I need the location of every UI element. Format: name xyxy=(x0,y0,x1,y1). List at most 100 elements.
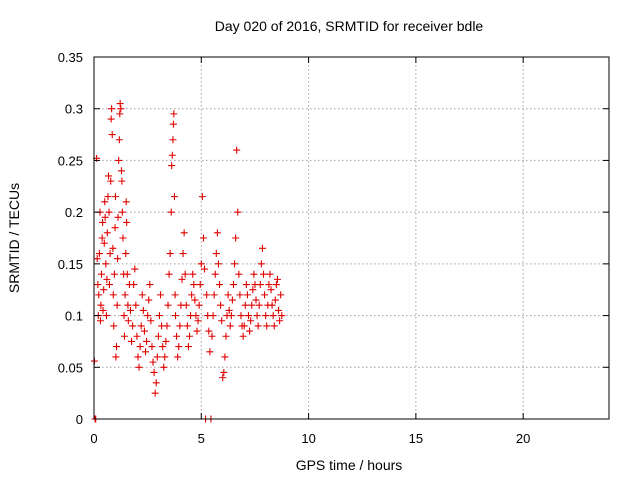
data-point xyxy=(243,291,251,299)
data-point xyxy=(117,105,125,113)
data-point xyxy=(110,322,118,330)
data-point xyxy=(149,358,157,366)
data-point xyxy=(160,363,168,371)
data-point xyxy=(173,332,181,340)
data-point xyxy=(272,281,280,289)
data-point xyxy=(119,234,127,242)
data-point xyxy=(120,332,128,340)
data-point xyxy=(94,281,102,289)
data-point xyxy=(253,312,261,320)
data-point xyxy=(170,110,178,118)
data-point xyxy=(176,322,184,330)
y-tick-label: 0.15 xyxy=(58,257,83,272)
data-point xyxy=(189,270,197,278)
data-point xyxy=(113,301,121,309)
data-point xyxy=(157,291,165,299)
data-point xyxy=(210,291,218,299)
data-point xyxy=(265,281,273,289)
data-point xyxy=(148,343,156,351)
data-point xyxy=(151,389,159,397)
data-point xyxy=(128,337,136,345)
data-point xyxy=(99,306,107,314)
data-point xyxy=(111,224,119,232)
data-point xyxy=(201,265,209,273)
axis-ticks: 0 5 10 15 20 0 0.05 0.1 0.15 0.2 0.25 0.3 0.35 xyxy=(58,50,609,446)
data-point xyxy=(166,250,174,258)
data-point xyxy=(105,208,113,216)
data-point xyxy=(102,312,110,320)
x-axis-label: GPS time / hours xyxy=(296,457,403,473)
data-point xyxy=(180,229,188,237)
data-point xyxy=(107,177,115,185)
data-point xyxy=(183,322,191,330)
data-point xyxy=(271,296,279,304)
data-point xyxy=(174,353,182,361)
data-point xyxy=(182,301,190,309)
data-point xyxy=(254,322,262,330)
data-point xyxy=(219,374,227,382)
data-point xyxy=(139,306,147,314)
data-point xyxy=(136,343,144,351)
y-tick-label: 0.1 xyxy=(65,309,83,324)
x-tick-label: 5 xyxy=(198,431,205,446)
data-point xyxy=(98,234,106,242)
data-point xyxy=(145,296,153,304)
data-point xyxy=(270,322,278,330)
data-point xyxy=(116,110,124,118)
data-point xyxy=(118,177,126,185)
data-point xyxy=(196,281,204,289)
data-point xyxy=(97,301,105,309)
data-point xyxy=(152,379,160,387)
data-point xyxy=(221,353,229,361)
data-point xyxy=(237,312,245,320)
data-point xyxy=(185,332,193,340)
data-point xyxy=(106,250,114,258)
data-point xyxy=(107,115,115,123)
data-point xyxy=(212,250,220,258)
data-point xyxy=(120,312,128,320)
grid-lines xyxy=(94,57,609,419)
data-point xyxy=(209,312,217,320)
data-point xyxy=(231,260,239,268)
data-point xyxy=(234,208,242,216)
data-point xyxy=(175,343,183,351)
data-point xyxy=(98,270,106,278)
data-point xyxy=(104,193,112,201)
data-point xyxy=(211,270,219,278)
data-point xyxy=(140,327,148,335)
data-point xyxy=(109,244,117,252)
data-point xyxy=(214,260,222,268)
data-point xyxy=(255,301,263,309)
data-point xyxy=(130,281,138,289)
data-point xyxy=(256,281,264,289)
y-tick-label: 0.2 xyxy=(65,205,83,220)
data-point xyxy=(267,286,275,294)
data-point xyxy=(153,353,161,361)
data-point xyxy=(261,291,269,299)
y-axis-label: SRMTID / TECUs xyxy=(6,183,22,293)
data-point xyxy=(122,198,130,206)
data-point xyxy=(195,301,203,309)
data-point xyxy=(103,275,111,283)
plot-frame xyxy=(93,56,610,420)
data-point xyxy=(247,317,255,325)
data-points xyxy=(90,100,286,423)
data-point xyxy=(213,229,221,237)
data-point xyxy=(275,306,283,314)
data-point xyxy=(241,301,249,309)
data-point xyxy=(101,198,109,206)
data-point xyxy=(194,317,202,325)
data-point xyxy=(278,312,286,320)
data-point xyxy=(101,213,109,221)
data-point xyxy=(132,301,140,309)
data-point xyxy=(246,327,254,335)
data-point xyxy=(100,286,108,294)
data-point xyxy=(150,368,158,376)
data-point xyxy=(227,312,235,320)
data-point xyxy=(262,312,270,320)
data-point xyxy=(116,100,124,108)
data-point xyxy=(113,343,121,351)
data-point xyxy=(124,301,132,309)
data-point xyxy=(154,332,162,340)
